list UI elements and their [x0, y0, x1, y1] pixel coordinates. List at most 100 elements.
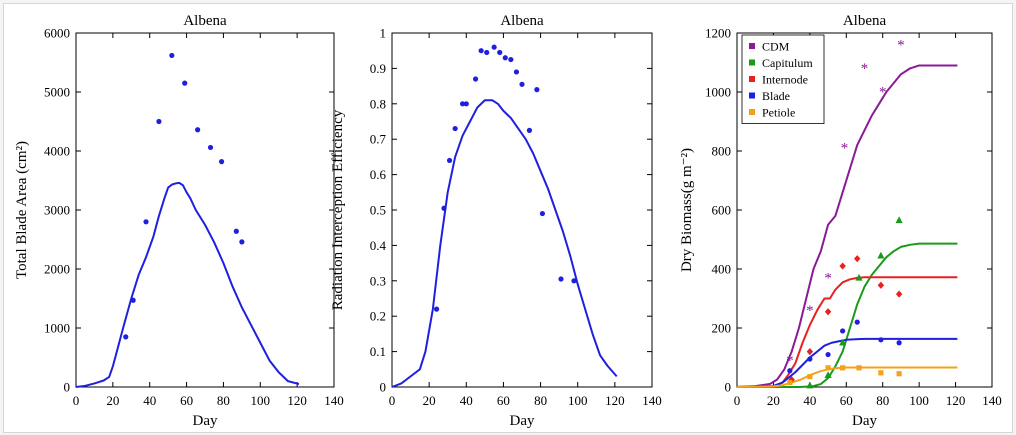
y-tick-label: 0 — [725, 380, 732, 395]
legend-swatch-internode — [749, 76, 755, 82]
legend-label-cdm: CDM — [762, 40, 790, 54]
data-point — [218, 159, 225, 165]
y-axis-label: Radiation Interception Efficiency — [330, 109, 346, 310]
x-tick-label: 0 — [73, 393, 80, 408]
chart-panel-2: 0 20 40 60 80 100 120 140 0 0.1 0.2 0.3 0.4 0.5 0.6 0.7… — [330, 13, 662, 429]
legend-label-blade: Blade — [762, 89, 790, 103]
data-point — [534, 87, 540, 93]
y-tick-label: 200 — [712, 321, 732, 336]
data-point-capitulum — [895, 216, 903, 224]
data-point — [491, 44, 497, 50]
figure-frame: 0 20 40 60 80 100 120 140 0 1000 2000 3000 4000 5000 6… — [3, 3, 1013, 433]
y-tick-label: 0.6 — [370, 167, 387, 182]
data-point-petiole — [840, 365, 846, 371]
y-tick-label: 0.9 — [370, 61, 386, 76]
data-point-internode — [788, 376, 795, 384]
data-point — [239, 239, 245, 245]
legend-label-capitulum: Capitulum — [762, 56, 813, 70]
data-point — [478, 48, 484, 54]
data-point-petiole — [825, 365, 831, 371]
data-point-capitulum — [806, 381, 814, 389]
data-point — [207, 144, 214, 151]
y-tick-label: 0 — [380, 380, 387, 395]
chart-title: Albena — [500, 13, 544, 29]
y-tick-label: 800 — [712, 144, 732, 159]
legend-label-petiole: Petiole — [762, 106, 795, 120]
legend-swatch-blade — [749, 92, 755, 99]
x-tick-label: 40 — [803, 393, 816, 408]
x-tick-label: 140 — [982, 393, 1002, 408]
y-tick-label: 0.4 — [370, 238, 387, 253]
x-tick-label: 0 — [389, 393, 396, 408]
y-axis-label: Total Blade Area (cm²) — [14, 141, 30, 279]
x-tick-label: 80 — [876, 393, 889, 408]
x-tick-label: 120 — [287, 393, 307, 408]
chart-panel-1: 0 20 40 60 80 100 120 140 0 1000 2000 3000 4000 5000 6… — [14, 13, 344, 429]
data-point-petiole — [787, 379, 793, 386]
x-tick-label: 0 — [734, 393, 741, 408]
x-tick-label: 20 — [767, 393, 780, 408]
series-line-cdm — [736, 64, 958, 388]
data-point-petiole — [807, 374, 813, 380]
data-point — [446, 157, 453, 164]
legend-swatch-cdm — [749, 43, 755, 49]
data-point-internode — [806, 348, 814, 356]
x-tick-label: 100 — [568, 393, 588, 408]
data-point — [571, 278, 577, 284]
y-tick-label: 0.3 — [370, 273, 386, 288]
x-tick-label: 20 — [423, 393, 436, 408]
x-axis-label: Day — [852, 413, 877, 429]
data-point-cdm: * — [824, 270, 832, 286]
data-point-capitulum — [839, 338, 847, 346]
data-point-cdm: * — [861, 61, 869, 77]
plot-border — [75, 32, 335, 388]
y-tick-label: 6000 — [44, 26, 70, 41]
y-tick-label: 3000 — [44, 203, 70, 218]
data-point-blade — [878, 337, 884, 343]
data-point-blade — [787, 368, 793, 374]
data-point — [508, 56, 514, 63]
data-point-cdm: * — [897, 37, 905, 53]
data-point-blade — [807, 356, 813, 362]
y-tick-label: 600 — [712, 203, 732, 218]
y-tick-label: 0.2 — [370, 309, 386, 324]
data-point — [472, 76, 479, 82]
data-point — [558, 276, 564, 282]
x-tick-label: 120 — [605, 393, 625, 408]
y-tick-label: 0.1 — [370, 344, 386, 359]
data-point — [143, 219, 149, 225]
x-tick-label: 80 — [534, 393, 547, 408]
data-point — [513, 69, 520, 75]
x-axis-label: Day — [510, 413, 535, 429]
x-axis-label: Day — [193, 413, 218, 429]
y-tick-label: 1 — [380, 26, 387, 41]
data-point-cdm: * — [879, 85, 887, 101]
data-point — [519, 81, 525, 87]
data-point-internode — [824, 308, 832, 316]
data-point — [169, 52, 175, 59]
chart-panel-3: 0 20 40 60 80 100 120 140 0 200 400 600 800 1000 1200 A… — [679, 13, 1002, 429]
data-point-internode — [854, 255, 861, 263]
data-point-capitulum — [824, 371, 832, 378]
legend-label-internode: Internode — [762, 73, 808, 87]
figure-canvas: 0 20 40 60 80 100 120 1400100020003000400050006… — [14, 13, 1002, 429]
data-point-blade — [825, 351, 831, 358]
x-tick-label: 40 — [460, 393, 473, 408]
x-tick-label: 20 — [106, 393, 119, 408]
data-point-blade — [840, 328, 846, 334]
y-tick-label: 5000 — [44, 85, 70, 100]
data-point-internode — [895, 290, 903, 298]
data-point — [233, 228, 239, 234]
x-tick-label: 100 — [251, 393, 271, 408]
data-point — [459, 101, 466, 107]
y-tick-label: 0.8 — [370, 96, 386, 111]
y-tick-label: 1000 — [44, 321, 70, 336]
data-point — [526, 127, 533, 133]
y-tick-label: 0.7 — [370, 132, 387, 147]
series-line — [75, 181, 300, 388]
legend-swatch-capitulum — [749, 59, 755, 66]
data-point — [123, 334, 129, 340]
data-point — [539, 210, 546, 217]
data-point-capitulum — [855, 273, 863, 281]
data-point — [463, 101, 469, 107]
